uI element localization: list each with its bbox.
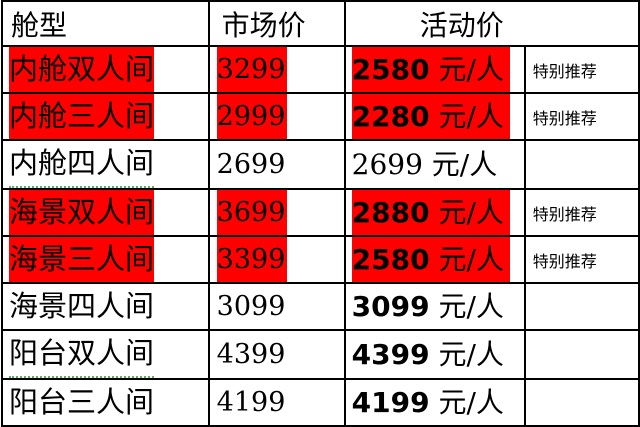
- promo-amount: 2280: [351, 100, 430, 133]
- cabin-type: 海景双人间: [9, 191, 155, 234]
- promo-price: 4199 元/人: [351, 381, 510, 424]
- market-price: 3699: [216, 191, 288, 234]
- price-unit: 元/人: [438, 196, 504, 229]
- promo-amount: 2580: [351, 243, 430, 276]
- table-row: 阳台双人间 4399 4399 元/人: [1, 329, 640, 380]
- market-price: 3299: [216, 48, 288, 91]
- price-unit: 元/人: [438, 386, 504, 419]
- recommend-note: 特别推荐: [523, 188, 640, 237]
- price-unit: 元/人: [438, 290, 504, 323]
- promo-price: 2580 元/人: [351, 238, 510, 281]
- recommend-note: 特别推荐: [523, 45, 640, 94]
- promo-amount: 2699: [351, 148, 423, 181]
- header-market-price: 市场价: [207, 0, 346, 47]
- header-row: 舱型 市场价 活动价: [1, 0, 640, 47]
- recommend-note: [523, 329, 640, 380]
- cabin-type: 海景四人间: [9, 289, 155, 323]
- price-unit: 元/人: [438, 243, 504, 276]
- market-price: 3099: [216, 291, 286, 322]
- table-row: 内舱四人间 2699 2699 元/人: [1, 139, 640, 190]
- table-row: 海景三人间 3399 2580 元/人 特别推荐: [1, 235, 640, 284]
- table-row: 阳台三人间 4199 4199 元/人: [1, 378, 640, 427]
- market-price: 3399: [216, 238, 288, 281]
- cabin-type: 内舱三人间: [9, 95, 155, 138]
- promo-amount: 3099: [351, 290, 430, 323]
- cabin-type: 阳台双人间: [9, 332, 155, 377]
- table-row: 海景双人间 3699 2880 元/人 特别推荐: [1, 188, 640, 237]
- recommend-note: [523, 378, 640, 427]
- table-row: 内舱双人间 3299 2580 元/人 特别推荐: [1, 45, 640, 94]
- recommend-note: [523, 139, 640, 190]
- header-promo-price: 活动价: [343, 0, 640, 47]
- promo-price: 2880 元/人: [351, 191, 510, 234]
- promo-price: 2699 元/人: [352, 142, 504, 187]
- header-cabin-type: 舱型: [1, 0, 210, 47]
- price-unit: 元/人: [438, 100, 504, 133]
- market-price: 4399: [216, 339, 286, 370]
- recommend-note: [523, 282, 640, 331]
- promo-amount: 2580: [351, 53, 430, 86]
- market-price: 4199: [216, 387, 286, 418]
- cabin-type: 海景三人间: [9, 238, 155, 281]
- promo-price: 4399 元/人: [352, 332, 510, 377]
- price-unit: 元/人: [438, 53, 504, 86]
- cabin-type: 内舱双人间: [9, 48, 155, 91]
- promo-price: 3099 元/人: [351, 285, 510, 328]
- promo-amount: 2880: [351, 196, 430, 229]
- promo-amount: 4399: [351, 338, 430, 371]
- table-row: 内舱三人间 2999 2280 元/人 特别推荐: [1, 92, 640, 141]
- table-row: 海景四人间 3099 3099 元/人: [1, 282, 640, 331]
- promo-amount: 4199: [351, 386, 430, 419]
- market-price: 2999: [216, 95, 288, 138]
- recommend-note: 特别推荐: [523, 235, 640, 284]
- price-unit: 元/人: [438, 338, 504, 371]
- cabin-type: 内舱四人间: [9, 142, 155, 187]
- market-price: 2699: [216, 149, 286, 180]
- price-unit: 元/人: [431, 148, 498, 181]
- cabin-type: 阳台三人间: [9, 385, 155, 419]
- promo-price: 2280 元/人: [351, 95, 510, 138]
- recommend-note: 特别推荐: [523, 92, 640, 141]
- promo-price: 2580 元/人: [351, 48, 510, 91]
